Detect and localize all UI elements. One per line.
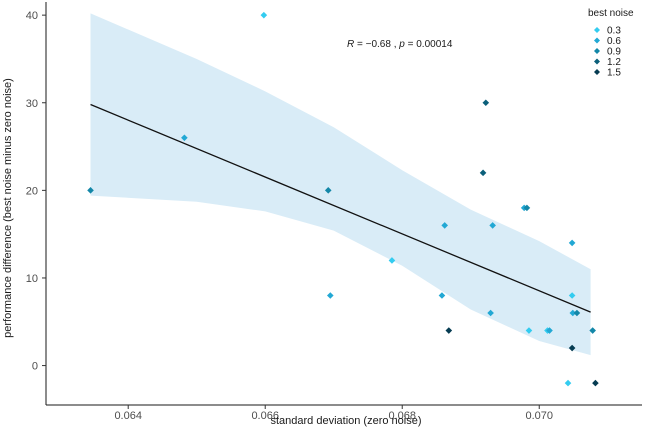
regression-line — [90, 103, 591, 313]
data-point — [181, 134, 188, 142]
legend-key-1.5 — [594, 69, 600, 75]
y-axis-title: performance difference (best noise minus… — [2, 78, 14, 338]
x-tick-label: 0.068 — [388, 410, 416, 422]
series-0.9 — [87, 187, 596, 334]
legend-key-0.3 — [594, 27, 600, 33]
data-point — [324, 187, 332, 194]
x-tick-label: 0.070 — [525, 410, 553, 422]
legend-label-0.3: 0.3 — [607, 26, 621, 37]
data-point — [568, 239, 576, 247]
legend-label-1.5: 1.5 — [607, 68, 621, 79]
legend-title: best noise — [588, 8, 634, 19]
data-point — [482, 99, 490, 107]
data-point — [523, 204, 531, 212]
legend-label-0.6: 0.6 — [607, 36, 621, 47]
r-value: = −0.68 , — [354, 39, 399, 50]
data-point — [589, 327, 596, 334]
data-point — [489, 222, 496, 229]
series-1.2 — [479, 99, 490, 177]
y-tick-label: 0 — [32, 361, 38, 373]
x-tick-label: 0.064 — [114, 410, 142, 422]
data-point — [568, 344, 576, 352]
legend: best noise 0.30.60.91.21.5 — [588, 8, 634, 79]
y-tick-label: 30 — [26, 98, 38, 110]
r-label: R — [347, 39, 354, 50]
data-point — [592, 379, 599, 387]
data-point — [326, 292, 334, 299]
confidence-band — [90, 13, 591, 356]
x-tick-label: 0.066 — [251, 410, 279, 422]
series-1.5 — [445, 327, 599, 387]
x-axis: 0.064 0.066 0.068 0.070 — [46, 404, 642, 422]
data-point — [525, 327, 533, 334]
y-tick-label: 10 — [26, 273, 38, 285]
data-point — [87, 187, 94, 194]
data-point — [569, 309, 577, 317]
p-label: p — [398, 39, 405, 50]
legend-key-1.2 — [594, 58, 600, 65]
data-point — [546, 327, 553, 334]
legend-label-0.9: 0.9 — [607, 47, 621, 58]
legend-label-1.2: 1.2 — [607, 57, 621, 68]
correlation-annotation: R = −0.68 , p = 0.00014 — [347, 39, 453, 50]
data-point — [573, 309, 581, 317]
data-point — [445, 327, 453, 334]
y-tick-label: 40 — [26, 10, 38, 22]
data-point — [479, 169, 487, 177]
plot-area — [87, 11, 599, 387]
legend-key-0.9 — [594, 48, 600, 54]
data-point — [568, 292, 576, 299]
data-point — [487, 309, 494, 317]
legend-key-0.6 — [594, 37, 600, 44]
y-tick-label: 20 — [26, 185, 38, 197]
data-point — [441, 222, 449, 229]
p-value: = 0.00014 — [405, 39, 453, 50]
data-point — [388, 257, 396, 264]
data-point — [260, 11, 268, 19]
data-point — [438, 292, 446, 299]
x-axis-title: standard deviation (zero noise) — [270, 415, 421, 427]
data-point — [564, 379, 572, 387]
y-axis: 0 10 20 30 40 — [26, 2, 47, 405]
